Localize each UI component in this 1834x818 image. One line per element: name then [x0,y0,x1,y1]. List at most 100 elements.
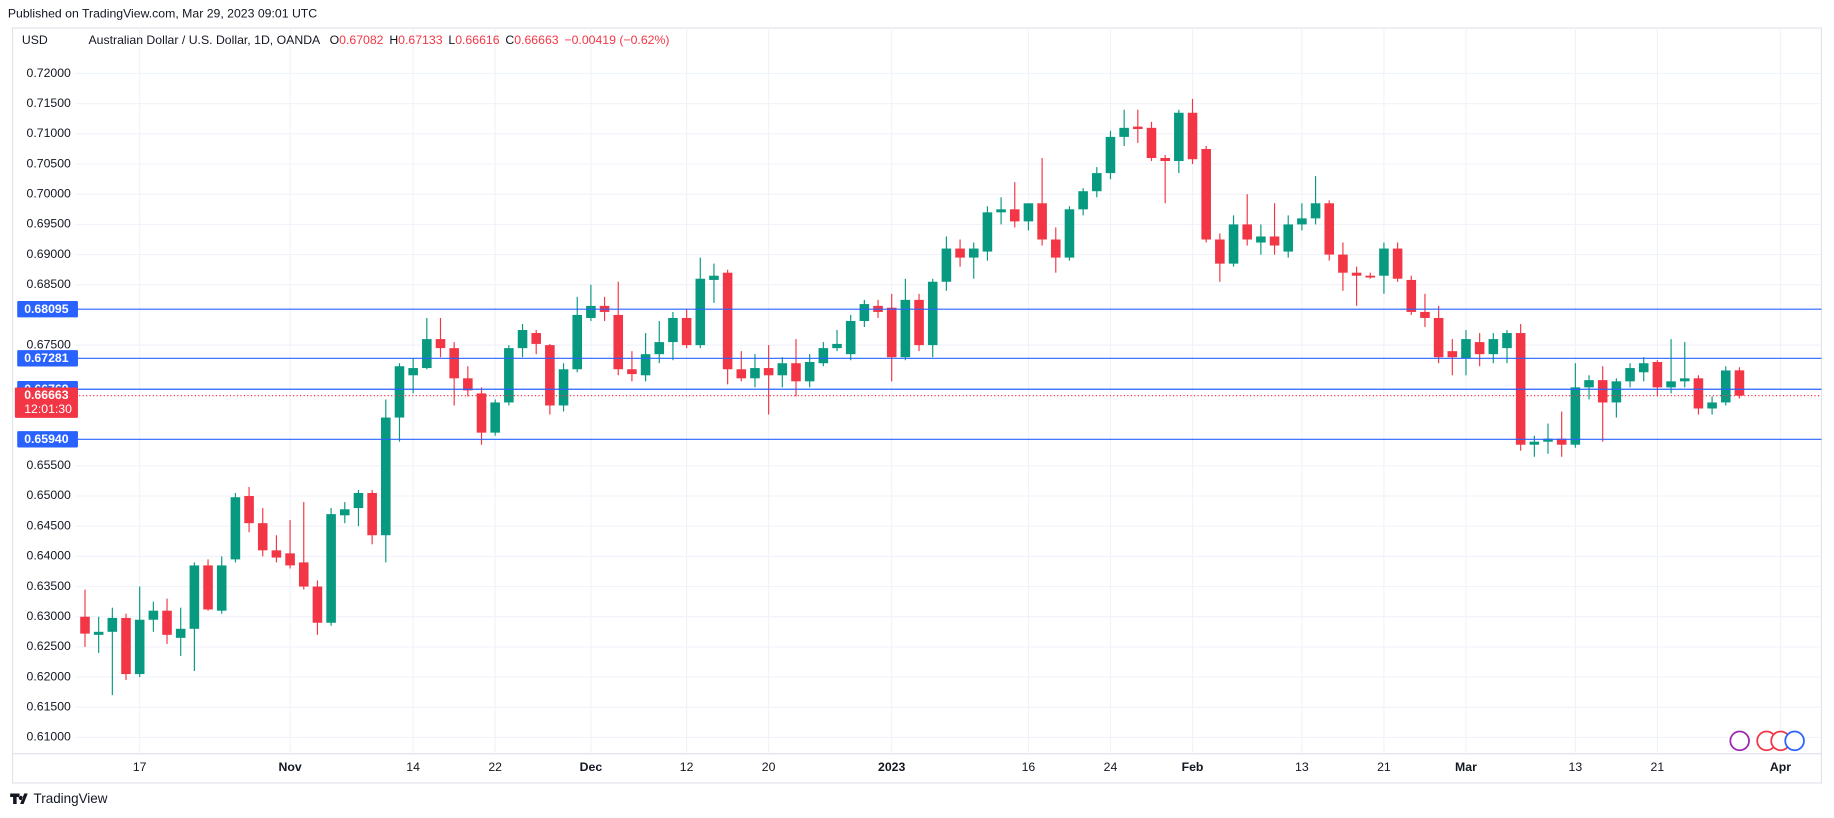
candle-body [339,509,350,516]
candle-body [298,562,309,587]
x-tick-label: Feb [1182,760,1204,774]
footer-text: TradingView [34,791,108,806]
candle-body [394,366,405,418]
candle-body [654,342,665,355]
x-tick-label: 2023 [878,760,905,774]
y-tick-label: 0.68500 [27,277,72,291]
candle-body [1597,380,1608,403]
x-tick-label: 14 [406,760,420,774]
y-tick-label: 0.71500 [27,96,72,110]
candle-body [1461,339,1471,359]
legend-title: Australian Dollar / U.S. Dollar, 1D, OAN… [88,33,321,47]
candle-body [791,363,801,382]
y-tick-label: 0.61500 [27,699,72,713]
candle-body [845,320,856,355]
candle-body [463,378,473,391]
candle-body [1652,362,1663,388]
candle-body [93,631,104,635]
candle-body [1543,438,1553,442]
candle-body [148,610,159,620]
pane-border [11,27,1823,784]
icon[interactable] [1729,730,1750,752]
legend-key: L [448,33,455,47]
candle-body [353,492,364,509]
y-tick-label: 0.67500 [27,337,72,351]
x-tick-label: 13 [1295,760,1309,774]
candle-body [681,317,692,346]
candle-body [1679,378,1690,382]
legend-change: −0.00419 (−0.62%) [564,33,669,47]
candle-body [668,317,678,343]
icon[interactable] [1784,730,1805,752]
candle-body [476,393,487,433]
x-tick-label: 12 [680,760,694,774]
candle-body [1447,351,1458,358]
candle-body [914,299,924,346]
candle-body [777,363,788,376]
candle-body [586,305,596,318]
y-tick-label: 0.71000 [27,126,72,140]
candle-body [1707,402,1717,409]
candle-body [763,368,774,376]
candle-body [1215,239,1225,264]
candle-body [1584,380,1594,388]
candle-body [955,248,965,258]
x-tick-label: 17 [133,760,147,774]
candle-body [1638,363,1649,373]
footer-logo: TradingView [10,791,108,806]
candle-body [381,417,391,536]
candle-body [927,281,938,346]
y-tick-label: 0.65500 [27,458,72,472]
level-label-box [17,301,78,318]
x-tick-label: 13 [1569,760,1583,774]
candle-body [422,339,432,369]
candle-body [1078,191,1088,210]
candle-body [900,299,911,358]
candle-body [257,523,268,551]
candle-body [1338,254,1348,273]
candle-body [1269,236,1280,246]
candle-body [189,565,200,629]
candle-body [613,314,624,370]
legend-key: H [389,33,398,47]
countdown-label: 12:01:30 [24,402,72,416]
candle-body [832,343,842,349]
y-tick-label: 0.70500 [27,156,72,170]
y-tick-label: 0.64500 [27,518,72,532]
candle-body [203,565,213,610]
x-tick-label: 20 [762,760,776,774]
candle-body [804,362,815,382]
candle-body [517,330,528,349]
candle-body [627,369,637,375]
candle-body [1502,333,1512,349]
candle-body [435,339,446,349]
candle-body [1119,127,1129,137]
candle-body [640,354,651,376]
candle-body [1734,370,1745,396]
candle-body [134,619,145,675]
candle-body [968,248,979,258]
candle-body [1570,387,1581,445]
candle-body [1174,112,1184,162]
x-tick-label: 16 [1022,760,1036,774]
candle-body [1433,317,1444,358]
candle-body [244,496,254,524]
candle-body [490,402,500,433]
y-tick-label: 0.62000 [27,669,72,683]
candle-body [572,314,583,370]
candle-body [326,514,336,623]
x-tick-label: Nov [279,760,302,774]
candle-body [408,368,418,376]
bottom-icons [1729,730,1805,752]
candle-body [996,209,1006,213]
candle-body [312,586,323,623]
candle-body [886,307,897,358]
candle-body [1105,136,1116,174]
candle-body [1420,311,1430,318]
legend-value: 0.66616 [455,33,500,47]
candle-body [1297,218,1307,225]
level-label-box [17,431,78,448]
legend-key: O [330,33,340,47]
